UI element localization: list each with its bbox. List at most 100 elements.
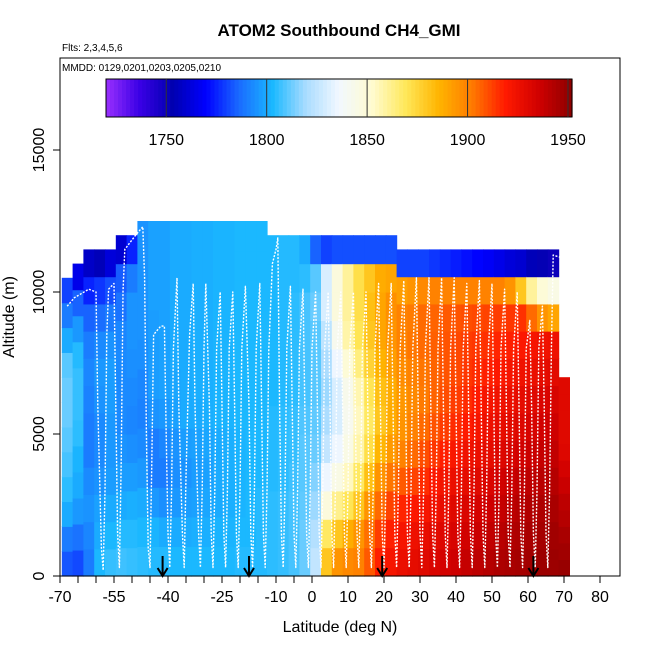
heatmap-cell [105, 358, 117, 387]
heatmap-cell [493, 331, 506, 359]
heatmap-cell [234, 280, 246, 311]
colorbar-swatch [431, 79, 437, 117]
colorbar-swatch [339, 79, 344, 117]
colorbar-swatch [330, 79, 336, 117]
heatmap-cell [461, 467, 473, 495]
heatmap-cell [526, 276, 538, 305]
heatmap-cell [353, 263, 365, 293]
heatmap-cell [558, 410, 570, 428]
heatmap-cell [94, 385, 106, 414]
heatmap-cell [331, 235, 344, 265]
heatmap-cell [202, 516, 214, 548]
heatmap-cell [439, 249, 452, 278]
heatmap-cell [180, 516, 192, 548]
heatmap-cell [180, 221, 192, 252]
heatmap-cell [364, 292, 376, 321]
heatmap-cell [461, 358, 473, 387]
heatmap-cell [310, 405, 322, 435]
heatmap-cell [72, 549, 84, 577]
heatmap-cell [483, 276, 495, 305]
colorbar-swatch [539, 79, 545, 117]
heatmap-cell [191, 428, 203, 459]
heatmap-cell [558, 460, 570, 478]
heatmap-cell [547, 276, 560, 305]
heatmap-cell [331, 462, 344, 492]
heatmap-cell [537, 548, 549, 577]
colorbar-swatch [551, 79, 557, 117]
heatmap-cell [126, 348, 138, 378]
colorbar-swatch [194, 79, 199, 117]
heatmap-cell [364, 263, 376, 293]
colorbar-swatch [455, 79, 461, 117]
heatmap-cell [83, 467, 95, 495]
colorbar-swatch [258, 79, 264, 117]
heatmap-cell [385, 348, 398, 378]
heatmap-cell [94, 249, 106, 278]
colorbar-swatch [250, 79, 256, 117]
heatmap-cell [439, 439, 452, 468]
heatmap-cell [537, 521, 549, 550]
heatmap-cell [277, 462, 290, 492]
x-axis: -70 -55 -40 -25 -10 0 10 20 30 40 50 60 70 80 [48, 575, 609, 606]
heatmap-cell [472, 331, 484, 359]
colorbar-tick-label: 1900 [450, 132, 486, 149]
colorbar: 1750 1800 1850 1900 1950 [105, 78, 586, 149]
x-tick-label: 40 [447, 589, 465, 606]
heatmap-cell [418, 303, 430, 332]
heatmap-cell [547, 521, 560, 550]
colorbar-swatch [238, 79, 244, 117]
heatmap-cell [180, 280, 192, 311]
heatmap-cell [396, 358, 408, 387]
heatmap-cell [483, 548, 495, 577]
colorbar-swatch [491, 79, 497, 117]
heatmap-cell [385, 547, 398, 577]
colorbar-swatch [242, 79, 248, 117]
heatmap-cell [537, 276, 549, 305]
heatmap-cell [61, 352, 74, 378]
heatmap-cell [504, 358, 516, 387]
heatmap-cell [137, 339, 149, 370]
heatmap-cell [288, 405, 300, 435]
heatmap-cell [439, 548, 452, 577]
colorbar-swatch [495, 79, 501, 117]
heatmap-cell [245, 309, 257, 340]
heatmap-cell [321, 405, 333, 435]
colorbar-swatch [286, 79, 292, 117]
heatmap-cell [558, 542, 570, 561]
heatmap-cell [267, 405, 279, 435]
heatmap-cell [223, 487, 236, 518]
heatmap-cell [126, 405, 138, 435]
heatmap-cell [180, 339, 192, 370]
heatmap-cell [256, 309, 268, 340]
heatmap-cell [504, 249, 516, 278]
heatmap-cell [202, 457, 214, 488]
x-tick-label: -25 [210, 589, 233, 606]
heatmap-cell [223, 546, 236, 577]
heatmap-cell [180, 309, 192, 340]
heatmap-cell [364, 235, 376, 265]
heatmap-cell [277, 320, 290, 350]
heatmap-cell [277, 235, 290, 265]
colorbar-swatch [278, 79, 284, 117]
heatmap-cell [213, 398, 225, 429]
heatmap-cell [439, 331, 452, 359]
heatmap-cell [558, 426, 570, 445]
colorbar-swatch [118, 79, 123, 117]
heatmap-cell [331, 490, 344, 520]
x-tick-label: 80 [591, 589, 609, 606]
heatmap-cell [342, 462, 354, 492]
heatmap-cell [396, 494, 408, 523]
x-tick-label: 10 [339, 589, 357, 606]
heatmap-cell [61, 277, 74, 304]
heatmap-cell [537, 467, 549, 495]
heatmap-cell [472, 303, 484, 332]
heatmap-cell [429, 358, 441, 387]
heatmap-cell [115, 405, 128, 435]
heatmap-cell [429, 439, 441, 468]
heatmap-cell [169, 487, 182, 518]
heatmap-cell [169, 428, 182, 459]
heatmap-cell [223, 398, 236, 429]
heatmap-cell [342, 235, 354, 265]
colorbar-swatch [379, 79, 384, 117]
heatmap-cell [256, 368, 268, 400]
